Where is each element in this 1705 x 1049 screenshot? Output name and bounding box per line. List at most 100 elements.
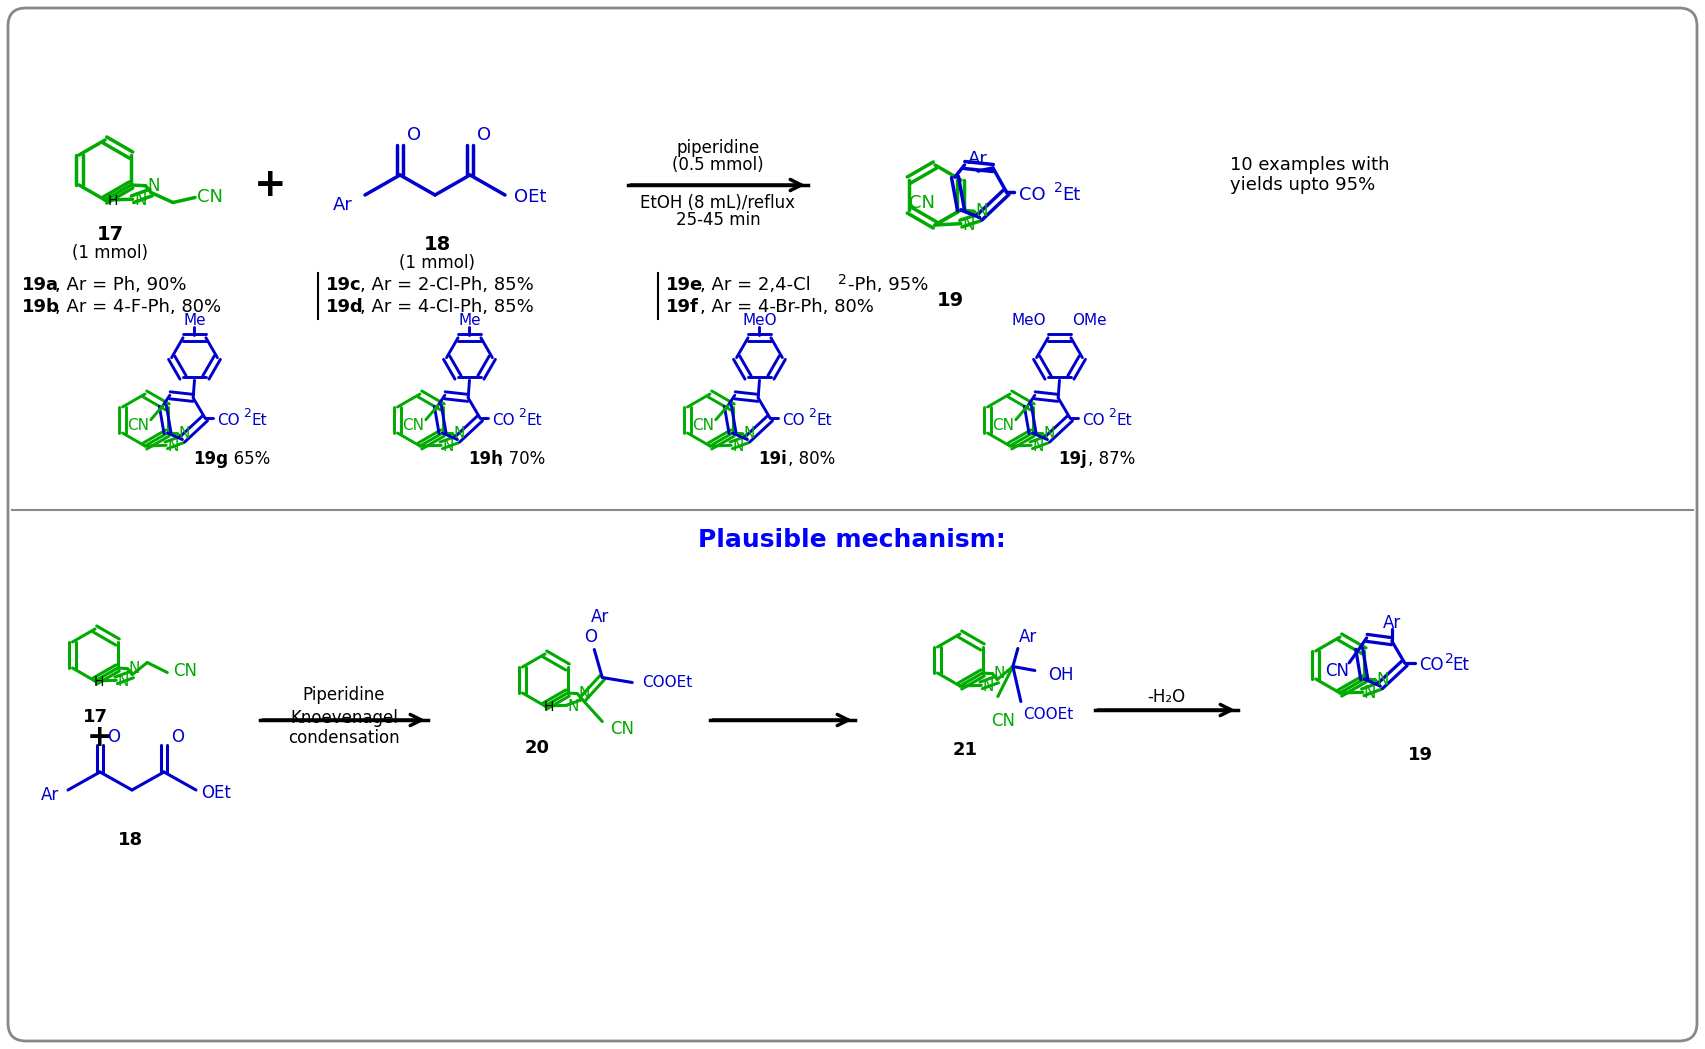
Text: CO: CO: [1419, 656, 1442, 675]
Text: N: N: [135, 191, 147, 209]
Text: , 87%: , 87%: [1088, 450, 1136, 468]
Text: 2: 2: [837, 273, 847, 287]
Text: Ar: Ar: [968, 150, 987, 168]
Text: 19b: 19b: [22, 298, 60, 316]
Text: , Ar = 2,4-Cl: , Ar = 2,4-Cl: [701, 276, 812, 294]
Text: 19f: 19f: [667, 298, 699, 316]
Text: , Ar = 4-F-Ph, 80%: , Ar = 4-F-Ph, 80%: [55, 298, 222, 316]
Text: 10 examples with: 10 examples with: [1229, 156, 1390, 174]
Text: N: N: [128, 661, 140, 677]
Text: 19a: 19a: [22, 276, 60, 294]
Text: Ar: Ar: [1383, 615, 1402, 633]
Text: OMe: OMe: [1072, 314, 1107, 328]
Text: yields upto 95%: yields upto 95%: [1229, 176, 1376, 194]
Text: 2: 2: [808, 407, 817, 420]
Text: (1 mmol): (1 mmol): [72, 244, 148, 262]
Text: Et: Et: [817, 412, 832, 428]
Text: N: N: [975, 202, 989, 220]
Text: EtOH (8 mL)/reflux: EtOH (8 mL)/reflux: [641, 194, 796, 212]
Text: MeO: MeO: [1011, 314, 1047, 328]
Text: N: N: [743, 426, 755, 442]
Text: N: N: [568, 699, 578, 714]
Text: , 80%: , 80%: [788, 450, 835, 468]
Text: COOEt: COOEt: [643, 675, 692, 690]
Text: O: O: [583, 628, 597, 646]
Text: CN: CN: [992, 419, 1014, 433]
Text: 18: 18: [423, 235, 450, 255]
Text: Et: Et: [1062, 186, 1081, 204]
Text: N: N: [994, 666, 1004, 681]
Text: OEt: OEt: [201, 784, 230, 802]
Text: CN: CN: [610, 721, 634, 738]
Text: N: N: [982, 679, 994, 693]
FancyBboxPatch shape: [9, 8, 1696, 1041]
Text: H: H: [94, 676, 104, 689]
Text: CO: CO: [783, 412, 805, 428]
Text: Et: Et: [1453, 656, 1470, 675]
Text: 17: 17: [97, 226, 123, 244]
Text: N: N: [963, 216, 975, 234]
Text: Knoevenagel: Knoevenagel: [290, 709, 397, 727]
Text: Et: Et: [251, 412, 266, 428]
Text: Piperidine: Piperidine: [303, 686, 385, 704]
Text: Plausible mechanism:: Plausible mechanism:: [697, 528, 1006, 552]
Text: Et: Et: [527, 412, 542, 428]
Text: -Ph, 95%: -Ph, 95%: [847, 276, 929, 294]
Text: OEt: OEt: [513, 188, 546, 206]
Text: Ar: Ar: [41, 786, 60, 804]
Text: CN: CN: [909, 194, 934, 212]
Text: 19: 19: [936, 291, 963, 309]
Text: , Ar = 2-Cl-Ph, 85%: , Ar = 2-Cl-Ph, 85%: [360, 276, 534, 294]
Text: 2: 2: [518, 407, 527, 420]
Text: MeO: MeO: [742, 314, 777, 328]
Text: CO: CO: [493, 412, 515, 428]
Text: -H₂O: -H₂O: [1147, 688, 1185, 706]
Text: CN: CN: [1325, 662, 1349, 680]
Text: +: +: [254, 166, 286, 204]
Text: N: N: [1364, 684, 1376, 702]
Text: N: N: [731, 438, 743, 454]
Text: 19c: 19c: [326, 276, 361, 294]
Text: 17: 17: [82, 708, 107, 726]
Text: 25-45 min: 25-45 min: [675, 211, 760, 229]
Text: N: N: [578, 686, 590, 701]
Text: Ar: Ar: [592, 608, 609, 626]
Text: N: N: [118, 673, 128, 689]
Text: , 65%: , 65%: [223, 450, 271, 468]
Text: CN: CN: [402, 419, 425, 433]
Text: CO: CO: [217, 412, 240, 428]
Text: Me: Me: [459, 314, 481, 328]
Text: condensation: condensation: [288, 729, 399, 747]
Text: O: O: [477, 126, 491, 144]
Text: (1 mmol): (1 mmol): [399, 254, 476, 272]
Text: piperidine: piperidine: [677, 140, 760, 157]
Text: O: O: [170, 728, 184, 746]
Text: 18: 18: [118, 831, 143, 849]
Text: 19g: 19g: [193, 450, 228, 468]
Text: N: N: [179, 426, 189, 442]
Text: , Ar = 4-Cl-Ph, 85%: , Ar = 4-Cl-Ph, 85%: [360, 298, 534, 316]
Text: 21: 21: [953, 741, 977, 759]
Text: O: O: [407, 126, 421, 144]
Text: 20: 20: [525, 738, 549, 757]
Text: 2: 2: [1108, 407, 1117, 420]
Text: 2: 2: [1054, 181, 1064, 195]
Text: CN: CN: [991, 712, 1014, 730]
Text: 19: 19: [1408, 746, 1432, 764]
Text: CN: CN: [692, 419, 714, 433]
Text: O: O: [107, 728, 119, 746]
Text: H: H: [107, 194, 118, 209]
Text: 2: 2: [244, 407, 251, 420]
Text: 19e: 19e: [667, 276, 702, 294]
Text: 2: 2: [1444, 652, 1454, 666]
Text: CO: CO: [1020, 186, 1047, 204]
Text: 19j: 19j: [1059, 450, 1086, 468]
Text: COOEt: COOEt: [1023, 707, 1072, 722]
Text: N: N: [148, 176, 160, 195]
Text: N: N: [442, 438, 454, 454]
Text: , Ar = 4-Br-Ph, 80%: , Ar = 4-Br-Ph, 80%: [701, 298, 875, 316]
Text: OH: OH: [1049, 665, 1074, 684]
Text: N: N: [454, 426, 465, 442]
Text: N: N: [1043, 426, 1055, 442]
Text: N: N: [1032, 438, 1043, 454]
